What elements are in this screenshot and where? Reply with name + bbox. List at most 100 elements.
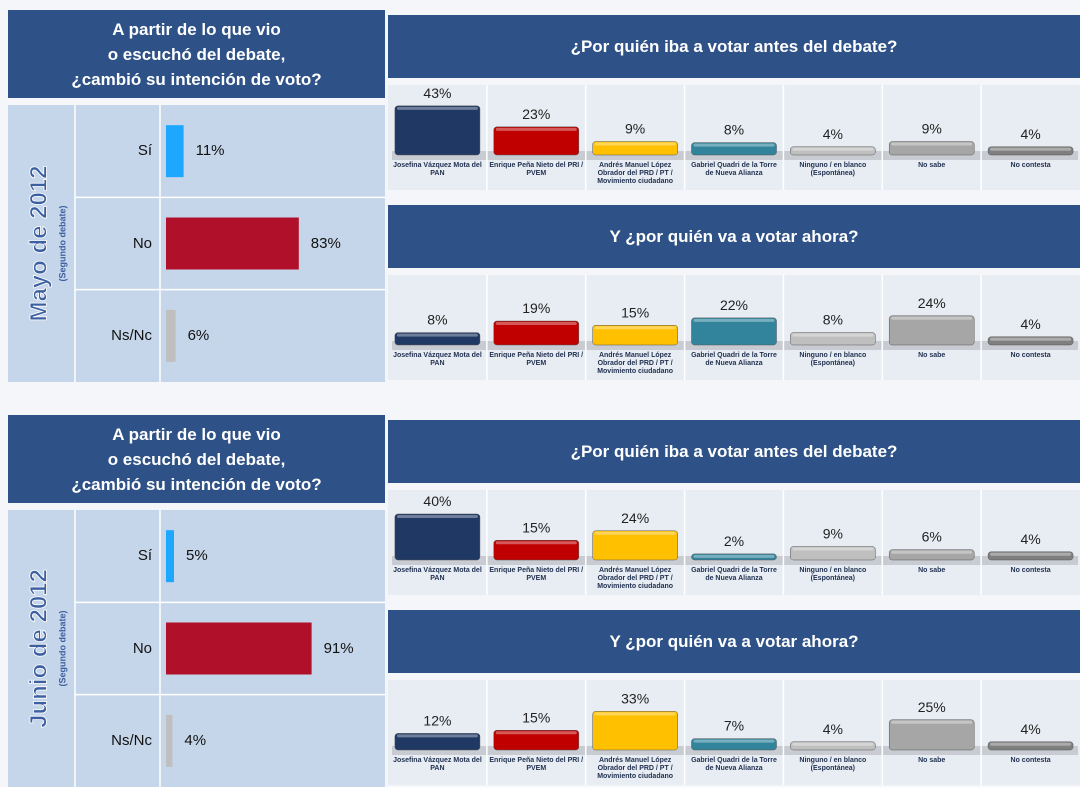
- bar: [394, 332, 481, 346]
- value-label: 24%: [918, 295, 946, 311]
- category-label: No sabe: [918, 352, 946, 359]
- question-title: A partir de lo que vio o escuchó del deba…: [8, 10, 385, 98]
- bar: [691, 738, 777, 751]
- value-label: 91%: [323, 639, 354, 657]
- floor: [392, 746, 1078, 755]
- value-label: 7%: [724, 718, 744, 734]
- bar: [987, 741, 1074, 751]
- bar: [987, 146, 1074, 156]
- period-note: (Segundo debate): [57, 205, 67, 281]
- period-note: (Segundo debate): [57, 610, 67, 686]
- bar: [691, 553, 777, 561]
- value-label: 8%: [427, 312, 447, 328]
- value-label: 4%: [1020, 721, 1040, 737]
- category-label: Ninguno / en blanco (Espontánea): [799, 757, 867, 772]
- row-label: Sí: [137, 547, 152, 565]
- bar-highlight: [891, 720, 973, 724]
- category-label: Enrique Peña Nieto del PRI / PVEM: [489, 162, 584, 177]
- category-label: Josefina Vázquez Mota del PAN: [393, 352, 482, 367]
- value-label: 4%: [823, 721, 843, 737]
- question-line: o escuchó del debate,: [107, 449, 286, 469]
- category-label: No sabe: [918, 162, 946, 169]
- period-label: Mayo de 2012: [25, 165, 52, 321]
- bar: [888, 719, 975, 751]
- bar: [790, 546, 876, 561]
- bar: [166, 309, 176, 362]
- period-label: Junio de 2012: [25, 569, 52, 728]
- category-label: Ninguno / en blanco (Espontánea): [799, 352, 867, 367]
- bar: [888, 141, 975, 156]
- category-label: Andrés Manuel López Obrador del PRD / PT…: [597, 162, 674, 185]
- bar: [493, 126, 580, 156]
- bar-highlight: [990, 552, 1072, 556]
- value-label: 40%: [423, 493, 451, 509]
- category-label: Andrés Manuel López Obrador del PRD / PT…: [597, 352, 674, 375]
- row-label: Ns/Nc: [111, 731, 152, 749]
- bar: [592, 141, 678, 156]
- value-label: 5%: [186, 547, 208, 565]
- bar: [493, 540, 580, 561]
- bar-highlight: [396, 734, 478, 738]
- chart-title: Y ¿por quién va a votar ahora?: [388, 205, 1080, 268]
- row-label: No: [132, 639, 152, 657]
- value-label: 6%: [922, 529, 942, 545]
- category-label: No sabe: [918, 567, 946, 574]
- bar: [592, 711, 678, 751]
- bar: [394, 105, 481, 156]
- question-line: A partir de lo que vio: [112, 19, 281, 39]
- category-label: Enrique Peña Nieto del PRI / PVEM: [489, 567, 584, 582]
- value-label: 23%: [522, 106, 550, 122]
- bar: [493, 730, 580, 751]
- chart-title: ¿Por quién iba a votar antes del debate?: [388, 420, 1080, 483]
- bar-highlight: [396, 106, 478, 110]
- bar: [790, 332, 876, 346]
- bar-highlight: [495, 127, 577, 131]
- bar-highlight: [594, 142, 676, 146]
- bar-highlight: [792, 333, 874, 337]
- bar: [394, 513, 481, 561]
- bar-highlight: [891, 550, 973, 554]
- value-label: 25%: [918, 699, 946, 715]
- bar: [790, 741, 876, 751]
- question-line: A partir de lo que vio: [112, 424, 281, 444]
- category-label: No contesta: [1010, 567, 1051, 574]
- value-label: 4%: [823, 126, 843, 142]
- bar: [166, 217, 299, 270]
- question-line: o escuchó del debate,: [107, 44, 286, 64]
- floor: [392, 341, 1078, 350]
- bar-highlight: [693, 318, 775, 322]
- value-label: 8%: [823, 312, 843, 328]
- value-label: 9%: [625, 121, 645, 137]
- bar: [987, 551, 1074, 561]
- value-label: 15%: [522, 519, 550, 535]
- category-label: Gabriel Quadri de la Torre de Nueva Alia…: [691, 352, 777, 367]
- value-label: 33%: [621, 690, 649, 706]
- category-label: Josefina Vázquez Mota del PAN: [393, 757, 482, 772]
- bar-highlight: [495, 541, 577, 545]
- category-label: No contesta: [1010, 162, 1051, 169]
- question-line: ¿cambió su intención de voto?: [71, 474, 322, 494]
- bar: [166, 125, 184, 178]
- bar-highlight: [891, 316, 973, 320]
- value-label: 6%: [187, 326, 210, 344]
- bar: [888, 549, 975, 561]
- value-label: 4%: [1020, 126, 1040, 142]
- value-label: 2%: [724, 533, 744, 549]
- question-title: A partir de lo que vio o escuchó del deba…: [8, 415, 385, 503]
- category-label: Gabriel Quadri de la Torre de Nueva Alia…: [691, 567, 777, 582]
- value-label: 9%: [922, 121, 942, 137]
- value-label: 83%: [310, 234, 341, 252]
- value-label: 9%: [823, 526, 843, 542]
- bar-highlight: [792, 742, 874, 746]
- bar: [790, 146, 876, 156]
- bar-highlight: [594, 712, 676, 716]
- chart-title: Y ¿por quién va a votar ahora?: [388, 610, 1080, 673]
- floor: [392, 151, 1078, 160]
- chart-title-text: ¿Por quién iba a votar antes del debate?: [570, 441, 898, 461]
- bar: [592, 325, 678, 346]
- value-label: 4%: [1020, 316, 1040, 332]
- bar-highlight: [792, 147, 874, 151]
- bar-highlight: [693, 554, 775, 558]
